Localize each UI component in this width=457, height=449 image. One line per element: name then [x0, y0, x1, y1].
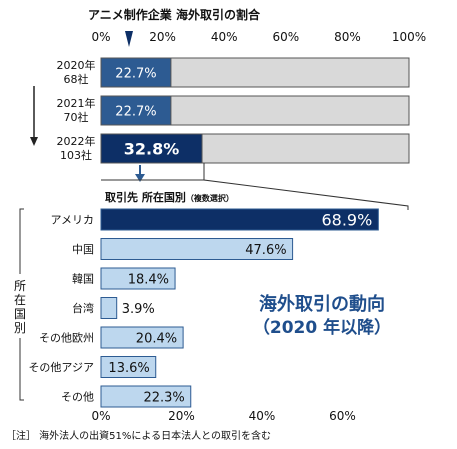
bottom-bar [100, 267, 176, 290]
bottom-bar-value-label: 13.6% [108, 361, 149, 376]
group-label-char: 所 [14, 279, 26, 293]
bottom-chart-title: 取引先 所在国別（複数選択） [105, 190, 234, 204]
top-bar [100, 95, 172, 126]
group-label-char: 別 [14, 321, 26, 335]
top-x-tick: 80% [334, 30, 361, 44]
top-bar [100, 57, 172, 88]
bottom-bar-value-label: 18.4% [128, 273, 169, 288]
bottom-x-tick: 20% [168, 409, 195, 423]
top-category-year: 2022年 [57, 134, 96, 148]
title-pointer-arrow [125, 31, 133, 47]
top-category-count: 68社 [64, 72, 89, 86]
trend-arrow-head [30, 137, 38, 146]
bottom-category-label: 韓国 [72, 273, 94, 286]
bottom-bar [100, 385, 192, 408]
breakdown-connector [203, 163, 409, 210]
bottom-category-label: 台湾 [72, 301, 94, 315]
top-category-count: 70社 [64, 110, 89, 124]
top-chart-title: アニメ制作企業 海外取引の割合 [88, 7, 261, 22]
top-category-year: 2020年 [57, 58, 96, 72]
bottom-x-tick: 40% [249, 409, 276, 423]
bottom-bar-value-label: 47.6% [245, 243, 286, 258]
top-category-year: 2021年 [57, 96, 96, 110]
bottom-category-label: その他 [61, 391, 94, 404]
bottom-chart-title-main: 取引先 所在国別 [105, 190, 186, 204]
top-bar-value-label: 22.7% [115, 67, 156, 82]
bottom-x-tick: 60% [329, 409, 356, 423]
bottom-bar [100, 238, 294, 260]
bottom-category-label: その他欧州 [39, 332, 94, 345]
bottom-x-tick: 0% [91, 409, 110, 423]
bottom-bar-value-label: 68.9% [321, 211, 372, 230]
top-bar [100, 133, 203, 164]
bottom-bar-value-label: 22.3% [143, 391, 184, 406]
top-x-tick: 0% [91, 30, 110, 44]
bottom-bar [100, 356, 157, 378]
top-x-tick: 100% [392, 30, 426, 44]
top-x-tick: 60% [272, 30, 299, 44]
bottom-chart-title-note: （複数選択） [186, 193, 234, 203]
top-x-tick: 40% [211, 30, 238, 44]
bottom-bar [100, 208, 379, 231]
bottom-category-label: その他アジア [28, 361, 94, 374]
bottom-bar [100, 297, 118, 319]
group-label-char: 国 [14, 307, 26, 321]
bottom-bar [100, 326, 184, 349]
group-label-backdrop [8, 274, 32, 338]
trend-annotation-line1: 海外取引の動向 [259, 293, 385, 315]
group-label-char: 在 [14, 293, 26, 307]
top-x-tick: 20% [149, 30, 176, 44]
footnote: ［注］ 海外法人の出資51%による日本法人との取引を含む [6, 429, 271, 442]
drilldown-arrow-head [135, 174, 145, 182]
trend-annotation-line2: （2020 年以降） [253, 317, 391, 338]
bottom-bar-value-label: 3.9% [122, 302, 155, 317]
top-bar-value-label: 32.8% [124, 140, 180, 159]
bottom-bar-value-label: 20.4% [136, 332, 177, 347]
top-bar-value-label: 22.7% [115, 105, 156, 120]
bottom-category-label: アメリカ [51, 214, 94, 227]
bottom-category-label: 中国 [72, 243, 94, 256]
top-category-count: 103社 [60, 148, 92, 162]
